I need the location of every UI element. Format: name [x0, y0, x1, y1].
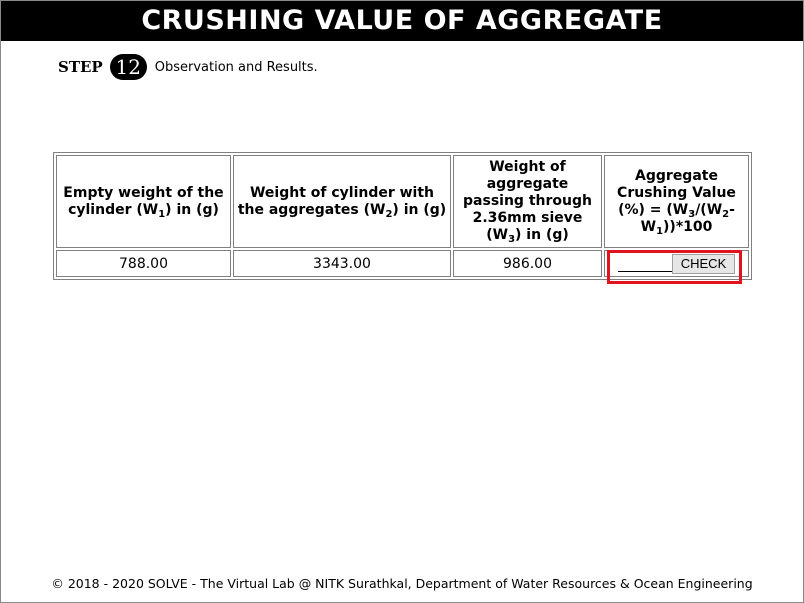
value-passing-weight: 986.00 — [453, 250, 602, 277]
table-header-row: Empty weight of the cylinder (W1) in (g)… — [56, 155, 749, 248]
value-empty-weight: 788.00 — [56, 250, 231, 277]
header-empty-weight: Empty weight of the cylinder (W1) in (g) — [56, 155, 231, 248]
crushing-value-input[interactable] — [617, 255, 672, 272]
header-passing-weight: Weight of aggregate passing through 2.36… — [453, 155, 602, 248]
answer-wrap: CHECK — [606, 253, 747, 274]
observation-table: Empty weight of the cylinder (W1) in (g)… — [53, 152, 752, 280]
page-title: CRUSHING VALUE OF AGGREGATE — [1, 1, 803, 41]
check-button[interactable]: CHECK — [671, 253, 736, 274]
step-number-badge: 12 — [109, 54, 147, 80]
header-crushing-value: Aggregate Crushing Value (%) = (W3/(W2-W… — [604, 155, 749, 248]
step-label: STEP — [58, 58, 103, 76]
value-cylinder-with-aggregates: 3343.00 — [233, 250, 451, 277]
step-description: Observation and Results. — [154, 59, 318, 75]
table-row: 788.00 3343.00 986.00 CHECK — [56, 250, 749, 277]
header-cylinder-with-aggregates: Weight of cylinder with the aggregates (… — [233, 155, 451, 248]
answer-cell: CHECK — [604, 250, 749, 277]
footer-copyright: © 2018 - 2020 SOLVE - The Virtual Lab @ … — [51, 576, 753, 591]
step-row: STEP 12 Observation and Results. — [58, 53, 318, 81]
